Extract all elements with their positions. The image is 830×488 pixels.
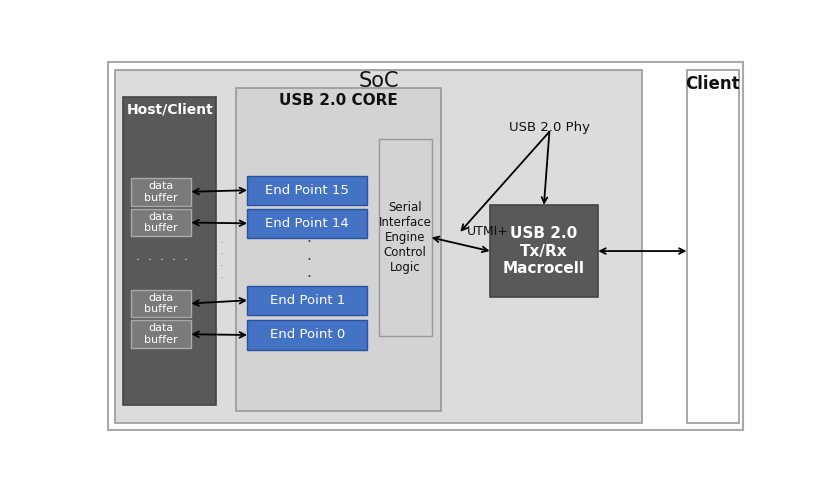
Bar (247, 285, 367, 315)
Bar (123, 97, 216, 405)
Text: End Point 1: End Point 1 (270, 294, 345, 307)
Text: End Point 14: End Point 14 (266, 217, 349, 230)
Text: data
buffer: data buffer (144, 293, 178, 314)
Text: ·  ·  ·  ·  ·: · · · · · (136, 254, 188, 267)
Bar (490, 205, 598, 297)
Text: data
buffer: data buffer (144, 324, 178, 345)
Text: UTMI+: UTMI+ (466, 225, 508, 238)
Text: End Point 0: End Point 0 (270, 328, 344, 342)
Text: End Point 15: End Point 15 (266, 183, 349, 197)
Text: data
buffer: data buffer (144, 212, 178, 233)
Bar (131, 209, 192, 236)
Text: USB 2.0
Tx/Rx
Macrocell: USB 2.0 Tx/Rx Macrocell (503, 226, 585, 276)
Bar (686, 70, 740, 423)
Bar (236, 88, 441, 411)
Text: USB 2.0 Phy: USB 2.0 Phy (509, 121, 590, 134)
Text: data
buffer: data buffer (144, 181, 178, 203)
Text: SoC: SoC (359, 71, 399, 91)
Bar (247, 176, 367, 205)
Text: USB 2.0 CORE: USB 2.0 CORE (279, 93, 398, 108)
Text: Serial
Interface
Engine
Control
Logic: Serial Interface Engine Control Logic (378, 201, 432, 274)
Text: Host/Client: Host/Client (126, 102, 213, 116)
Text: ·
·
·
·: · · · · (220, 238, 223, 283)
Bar (115, 70, 642, 423)
Text: Client: Client (686, 75, 740, 93)
Bar (131, 178, 192, 205)
Bar (247, 320, 367, 349)
Bar (131, 289, 192, 317)
Text: ·
·
·: · · · (307, 235, 311, 285)
Bar (378, 140, 432, 336)
Bar (247, 209, 367, 238)
Bar (131, 320, 192, 348)
